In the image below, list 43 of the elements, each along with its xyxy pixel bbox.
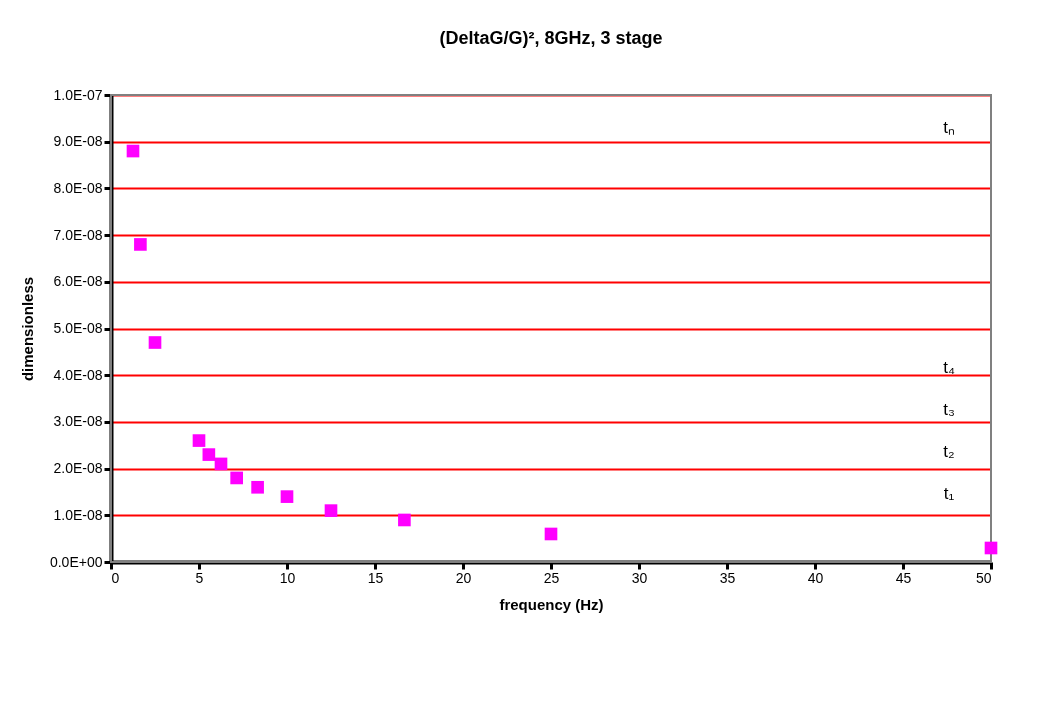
x-tick-label: 20: [455, 569, 472, 586]
x-tick-label: 5: [195, 569, 204, 586]
point: [126, 144, 140, 158]
y-tick-label: 2.0E-08: [53, 460, 103, 477]
annotation: tₙ: [943, 117, 955, 137]
x-tick-label: 30: [631, 569, 648, 586]
y-tick-label: 7.0E-08: [53, 226, 103, 243]
point: [398, 513, 411, 527]
y-tick-label: 0.0E+00: [49, 553, 103, 570]
point: [280, 490, 294, 503]
y-tick-label: 3.0E-08: [53, 413, 103, 430]
y-tick-label: 9.0E-08: [53, 133, 103, 150]
annotation: t₁: [943, 484, 955, 504]
point: [192, 434, 206, 447]
x-tick-label: 45: [895, 569, 912, 586]
point: [148, 336, 162, 349]
point: [230, 471, 243, 485]
point: [202, 448, 216, 461]
point: [214, 457, 228, 471]
y-tick-label: 1.0E-08: [53, 506, 103, 523]
x-tick-label: 35: [719, 569, 736, 586]
x-tick-label: 25: [543, 569, 560, 586]
point: [544, 527, 558, 541]
annotation: t₄: [943, 358, 955, 378]
x-tick-label: 15: [367, 569, 384, 586]
y-tick-label: 5.0E-08: [53, 320, 103, 336]
y-tick-label: 4.0E-08: [53, 366, 103, 383]
x-axis-title: frequency (Hz): [499, 595, 604, 613]
point: [324, 504, 338, 517]
x-tick-label: 40: [807, 569, 824, 586]
annotation: t₃: [943, 400, 955, 420]
y-tick-label: 6.0E-08: [53, 273, 103, 290]
y-axis-title: dimensionless: [18, 276, 36, 382]
y-tick-label: 1.0E-07: [53, 86, 103, 103]
x-tick-label: 50: [975, 569, 992, 586]
point: [251, 480, 264, 494]
x-tick-label: 0: [111, 569, 120, 586]
point: [984, 541, 998, 555]
x-tick-label: 10: [279, 569, 296, 586]
y-tick-label: 8.0E-08: [53, 179, 103, 196]
chart-title: (DeltaG/G)², 8GHz, 3 stage: [439, 28, 663, 48]
point: [134, 238, 147, 251]
annotation: t₂: [943, 442, 955, 462]
